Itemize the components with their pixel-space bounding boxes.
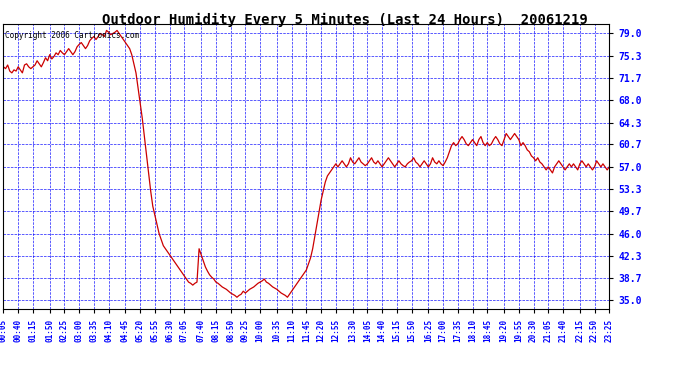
- Text: Copyright 2006 Cartronics.com: Copyright 2006 Cartronics.com: [5, 32, 139, 40]
- Text: Outdoor Humidity Every 5 Minutes (Last 24 Hours)  20061219: Outdoor Humidity Every 5 Minutes (Last 2…: [102, 13, 588, 27]
